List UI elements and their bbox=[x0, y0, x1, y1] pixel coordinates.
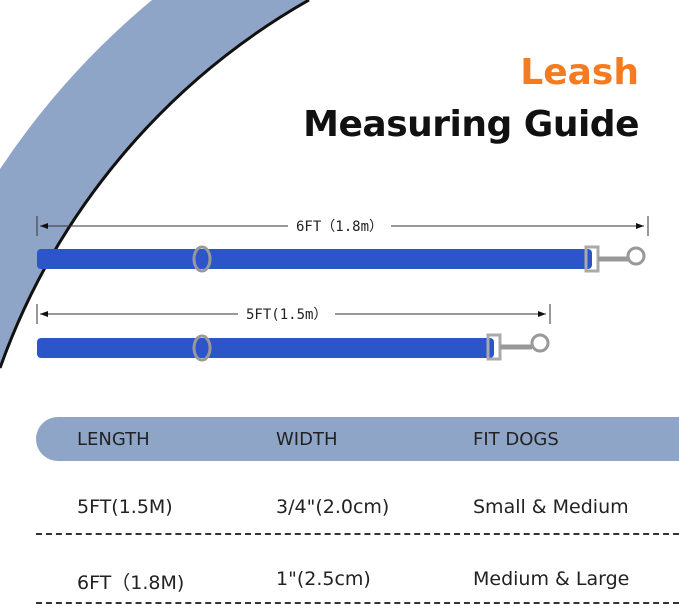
row-divider bbox=[36, 602, 679, 604]
row1-fit-dogs: Small & Medium bbox=[473, 496, 629, 518]
decorative-arc bbox=[0, 0, 310, 369]
table-header-bar bbox=[36, 417, 679, 461]
title-measuring-guide: Measuring Guide bbox=[303, 104, 639, 145]
leash-5ft-illustration bbox=[36, 304, 551, 362]
leash-6ft-length-label: 6FT（1.8m） bbox=[288, 216, 392, 236]
header-fit-dogs: FIT DOGS bbox=[473, 429, 559, 450]
leash-6ft-illustration bbox=[36, 216, 649, 273]
row1-width: 3/4"(2.0cm) bbox=[276, 496, 390, 518]
row2-width: 1"(2.5cm) bbox=[276, 568, 371, 590]
title-leash: Leash bbox=[520, 52, 639, 93]
leash-5ft-length-label: 5FT(1.5m） bbox=[238, 304, 336, 324]
header-length: LENGTH bbox=[77, 429, 150, 450]
row2-fit-dogs: Medium & Large bbox=[473, 568, 630, 590]
row-divider bbox=[36, 533, 679, 535]
row2-length: 6FT（1.8M) bbox=[77, 572, 185, 594]
row1-length: 5FT(1.5M) bbox=[77, 496, 173, 518]
header-width: WIDTH bbox=[276, 429, 338, 450]
